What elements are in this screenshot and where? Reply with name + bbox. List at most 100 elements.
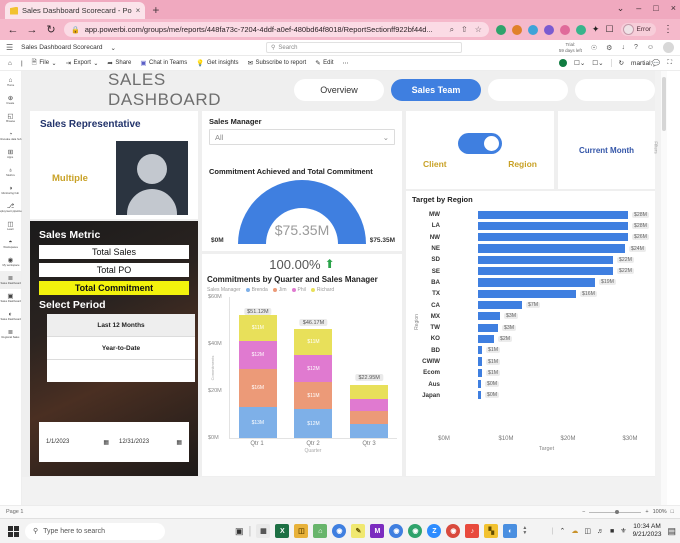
bar-rect[interactable] [478, 289, 576, 298]
bar-rect[interactable] [478, 334, 494, 343]
show-hidden-icons[interactable]: ⌃ [559, 528, 566, 535]
taskbar-overflow-icon[interactable]: ▲ ▼ [522, 525, 528, 536]
extension-icon-4[interactable] [543, 24, 554, 35]
minimize-button[interactable]: – [636, 3, 642, 13]
current-month-card[interactable]: Current Month [558, 111, 655, 189]
bluetooth-icon[interactable]: ⚜ [620, 528, 627, 535]
battery-icon[interactable]: ■ [610, 527, 615, 535]
start-date-input[interactable]: 1/1/2023 ▦ [43, 435, 112, 449]
sidebar-item-apps[interactable]: ⊞ Apps [0, 145, 21, 163]
avatar[interactable] [663, 42, 674, 53]
powerbi-app-icon[interactable]: ▚ [484, 524, 499, 538]
search-icon[interactable]: ⌕ [449, 24, 455, 34]
bar-rect[interactable] [478, 357, 482, 366]
onedrive-icon[interactable]: ☁ [571, 528, 579, 535]
question-mark-icon[interactable]: ? [633, 44, 638, 51]
sidebar-item-monitoring[interactable]: ◑ Monitoring hub [0, 181, 21, 199]
reload-icon[interactable]: ↻ [46, 24, 56, 36]
profile-button[interactable]: Error [620, 23, 656, 36]
extension-icon-3[interactable] [527, 24, 538, 35]
new-tab-button[interactable]: + [152, 3, 160, 17]
calendar-app-icon[interactable]: ▦ [256, 524, 271, 538]
notification-bell-icon[interactable]: ☉ [590, 44, 598, 52]
zoom-out-button[interactable]: − [582, 509, 586, 515]
bar-rect[interactable] [478, 368, 482, 377]
search-input[interactable]: ⚲ Search [266, 42, 462, 53]
notes-app-icon[interactable]: ✎ [351, 524, 366, 538]
end-date-input[interactable]: 12/31/2023 ▦ [116, 435, 185, 449]
sales-representative-card[interactable]: Multiple [30, 137, 198, 219]
paint-app-icon[interactable]: ◐ [503, 524, 518, 538]
teams-status-icon[interactable] [559, 59, 568, 67]
bar-rect[interactable] [478, 380, 481, 389]
url-bar[interactable]: 🔒 app.powerbi.com/groups/me/reports/448f… [64, 22, 489, 37]
maximize-button[interactable]: □ [653, 3, 659, 13]
period-option-year-to-date[interactable]: Year-to-Date [47, 337, 195, 360]
chrome-app-icon-4[interactable]: ◉ [446, 524, 461, 538]
tab-overview[interactable]: Overview [294, 79, 384, 101]
maps-app-icon[interactable]: ⌂ [313, 524, 328, 538]
word-app-icon[interactable]: M [370, 524, 385, 538]
back-icon[interactable]: ← [7, 23, 19, 36]
bar-rect[interactable] [478, 255, 613, 264]
bar-rect[interactable] [478, 221, 629, 231]
chat-in-teams-button[interactable]: ▣ Chat in Teams [140, 59, 187, 67]
subscribe-button[interactable]: ✉ Subscribe to report [248, 59, 307, 67]
file-explorer-app-icon[interactable]: ◫ [294, 524, 309, 538]
sidebar-item-learn[interactable]: ◫ Learn [0, 217, 21, 235]
calendar-icon[interactable]: ▦ [103, 439, 109, 446]
extension-icon-5[interactable] [559, 24, 570, 35]
zoom-slider[interactable] [589, 509, 642, 514]
period-option-last-12-months[interactable]: Last 12 Months [47, 314, 195, 337]
breadcrumb-caret-icon[interactable]: ⌄ [110, 44, 116, 52]
metric-button-total-sales[interactable]: Total Sales [39, 245, 189, 259]
sidebar-item-deployment[interactable]: ⎇ Deployment pipelines [0, 199, 23, 217]
tab-blank-1[interactable] [488, 79, 568, 101]
excel-app-icon[interactable]: X [275, 524, 290, 538]
volume-icon[interactable]: ♬ [597, 527, 605, 535]
start-button[interactable] [4, 522, 22, 540]
chrome-app-icon-2[interactable]: ◉ [389, 524, 404, 538]
speaker-app-icon[interactable]: ♪ [465, 524, 480, 538]
commitments-by-quarter-chart[interactable]: Commitments by Quarter and Sales Manager… [202, 271, 402, 476]
chrome-app-icon[interactable]: ◉ [332, 524, 347, 538]
comment-icon[interactable]: martial;💬 [631, 60, 661, 67]
bar-rect[interactable] [478, 210, 629, 219]
bar-rect[interactable] [478, 312, 500, 321]
bookmark-star-icon[interactable]: ☆ [474, 24, 482, 34]
sidebar-item-browse[interactable]: ◱ Browse [0, 109, 21, 127]
zoom-app-icon[interactable]: Z [427, 524, 442, 538]
task-view-icon[interactable]: ▣ [235, 525, 244, 536]
edit-button[interactable]: ✎ Edit [315, 59, 333, 67]
gauge-chart[interactable]: $75.35M $0M $75.35M [209, 180, 395, 244]
browser-tab[interactable]: Sales Dashboard Scorecard - Po × [5, 2, 146, 19]
toggle-label-region[interactable]: Region [508, 159, 537, 169]
bookmark-view-icon[interactable]: ☐⌄ [574, 60, 586, 67]
bar-group-qtr1[interactable]: $51.12M $11M $12M $16M $13M [238, 297, 277, 438]
legend-item-phil[interactable]: Phil [291, 287, 306, 293]
sidepanel-icon[interactable]: ☐ [605, 24, 614, 34]
calendar-icon[interactable]: ▦ [176, 439, 182, 446]
sidebar-item-workspaces[interactable]: ◓ Workspaces [0, 235, 21, 253]
bar-group-qtr3[interactable]: $22.95M [350, 297, 389, 438]
bar-rect[interactable] [478, 278, 595, 287]
toggle-label-client[interactable]: Client [423, 159, 447, 169]
bar-rect[interactable] [478, 244, 625, 253]
sidebar-item-metrics[interactable]: ♁ Metrics [0, 163, 21, 181]
forward-icon[interactable]: → [26, 23, 38, 36]
browser-menu-icon[interactable]: ⋮ [663, 24, 673, 35]
download-icon[interactable]: ↓ [621, 44, 625, 51]
sidebar-item-onelake[interactable]: ◔ OneLake data hub [0, 127, 21, 145]
close-icon[interactable]: × [135, 6, 141, 15]
reset-icon[interactable]: ↻ [618, 60, 625, 67]
metric-button-total-commitment[interactable]: Total Commitment [39, 281, 189, 295]
fit-to-page-icon[interactable]: □ [670, 509, 674, 515]
chrome-app-icon-3[interactable]: ◉ [408, 524, 423, 538]
clock[interactable]: 10:34 AM 9/21/2023 [633, 523, 662, 539]
share-button[interactable]: ➦ Share [107, 59, 131, 67]
feedback-smiley-icon[interactable]: ☺ [646, 44, 654, 51]
taskbar-search-input[interactable]: ⚲ Type here to search [25, 522, 165, 540]
more-options-icon[interactable]: ⋯ [342, 60, 349, 67]
sidebar-item-regional-sales[interactable]: ≣ Regional Sales [0, 325, 21, 343]
extension-icon-6[interactable] [575, 24, 586, 35]
